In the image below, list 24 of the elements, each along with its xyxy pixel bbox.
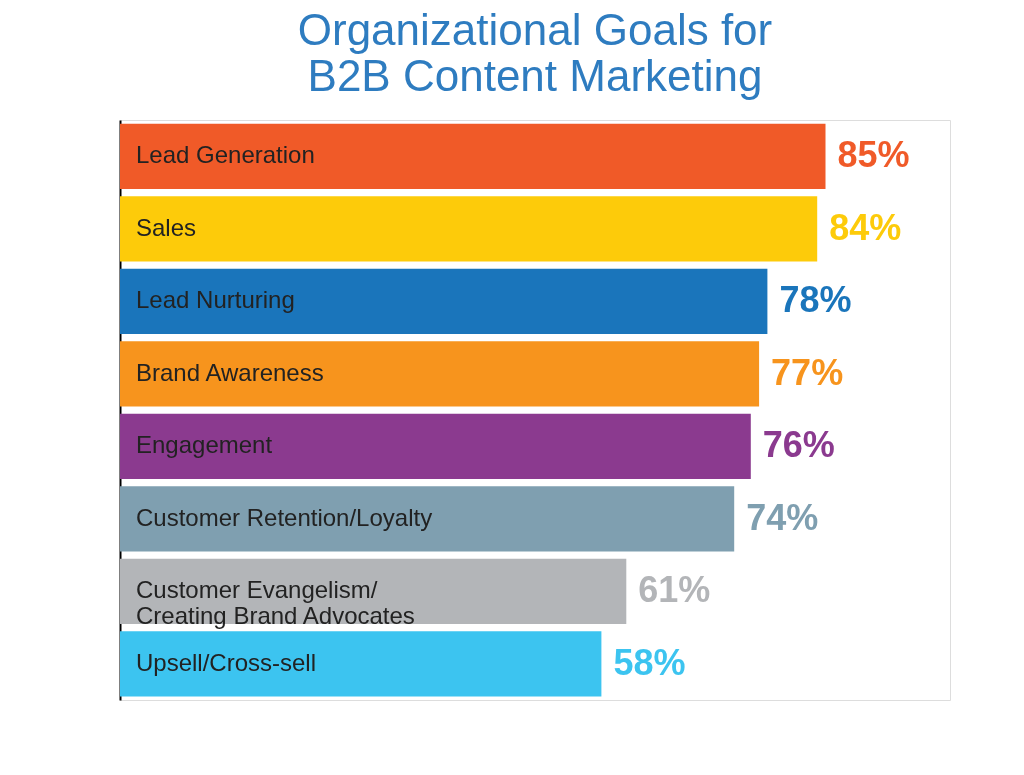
y-tick-label: Brand Awareness xyxy=(136,358,324,386)
chart-title: Organizational Goals for B2B Content Marketing xyxy=(297,5,773,100)
y-tick-label: Upsell/Cross-sell xyxy=(136,648,317,676)
y-tick-label: Engagement xyxy=(136,431,273,459)
data-label: 84% xyxy=(829,206,902,248)
bar xyxy=(120,413,751,479)
bar xyxy=(120,268,768,334)
data-label: 76% xyxy=(762,424,835,466)
bar xyxy=(120,123,826,189)
bar xyxy=(120,196,818,262)
y-tick-label: Customer Evangelism/ Creating Brand Advocates xyxy=(136,576,415,630)
bar xyxy=(120,631,602,697)
y-tick-label: Lead Generation xyxy=(136,141,315,169)
data-label: 58% xyxy=(613,641,686,683)
data-label: 78% xyxy=(779,279,852,321)
y-tick-label: Sales xyxy=(136,213,197,241)
bar xyxy=(120,486,735,552)
y-tick-label: Customer Retention/Loyalty xyxy=(136,503,433,531)
data-label: 85% xyxy=(837,134,910,176)
bar xyxy=(120,341,760,407)
data-label: 61% xyxy=(638,569,711,611)
data-label: 74% xyxy=(746,496,819,538)
data-label: 77% xyxy=(771,351,844,393)
y-tick-label: Lead Nurturing xyxy=(136,286,295,314)
